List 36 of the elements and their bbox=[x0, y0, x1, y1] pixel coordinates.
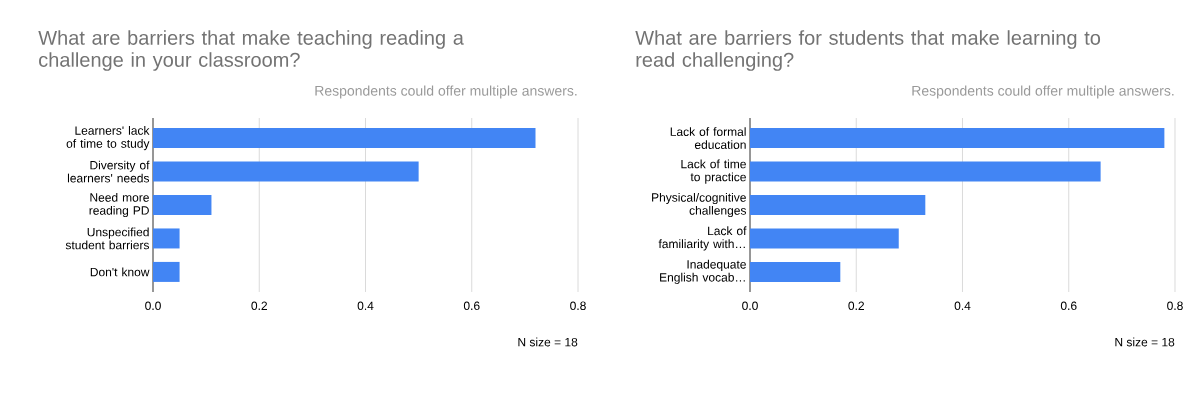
bar bbox=[750, 228, 899, 249]
bar bbox=[750, 161, 1101, 182]
y-tick-label: Physical/cognitive challenges bbox=[652, 192, 747, 218]
y-tick-label: Lack of formal education bbox=[670, 127, 746, 149]
y-tick-label: Unspecified student barriers bbox=[65, 227, 150, 250]
y-tick-label: Lack of familiarity with… bbox=[658, 226, 747, 251]
y-tick-label: Diversity of learners' needs bbox=[67, 160, 150, 183]
x-tick-label: 0.0 bbox=[145, 301, 161, 311]
y-tick-label: Inadequate English vocab… bbox=[660, 259, 746, 285]
x-tick-label: 0.8 bbox=[1167, 301, 1183, 311]
bar bbox=[153, 128, 536, 149]
y-tick-label: Lack of time to practice bbox=[681, 159, 746, 184]
bar bbox=[750, 261, 841, 282]
x-tick-label: 0.2 bbox=[251, 301, 267, 311]
text: N size = 18 bbox=[518, 337, 578, 347]
x-tick-label: 0.4 bbox=[954, 301, 971, 311]
x-tick-label: 0.0 bbox=[742, 301, 758, 311]
chart-subtitle: Respondents could offer multiple answers. bbox=[315, 85, 577, 99]
bar bbox=[153, 261, 180, 282]
bar bbox=[153, 228, 180, 249]
x-tick-label: 0.6 bbox=[1060, 301, 1077, 311]
chart-title: What are barriers for students that make learning to read challenging? bbox=[635, 30, 1101, 71]
y-tick-label: Don't know bbox=[90, 267, 150, 277]
chart-title: What are barriers that make teaching reading a challenge in your classroom? bbox=[38, 30, 464, 71]
bar bbox=[750, 195, 926, 215]
y-tick-label: Need more reading PD bbox=[89, 192, 149, 218]
x-tick-label: 0.2 bbox=[848, 301, 864, 311]
bar bbox=[153, 161, 419, 182]
bar bbox=[153, 195, 212, 215]
x-tick-label: 0.8 bbox=[570, 301, 586, 311]
text: N size = 18 bbox=[1115, 337, 1175, 347]
chart-subtitle: Respondents could offer multiple answers. bbox=[912, 85, 1174, 99]
bar bbox=[750, 128, 1165, 149]
y-tick-label: Learners' lack of time to study bbox=[66, 125, 150, 151]
x-tick-label: 0.4 bbox=[357, 301, 374, 311]
x-tick-label: 0.6 bbox=[463, 301, 480, 311]
